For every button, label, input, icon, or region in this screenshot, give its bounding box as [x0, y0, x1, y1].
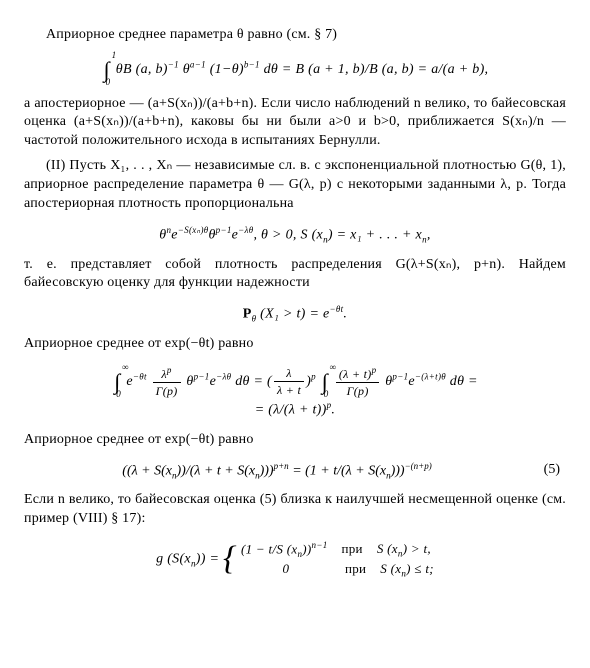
paragraph-6: Априорное среднее от exp(−θt) равно — [24, 431, 566, 450]
paragraph-1: Априорное среднее параметра θ равно (см.… — [24, 26, 566, 45]
equation-number-5: (5) — [530, 461, 566, 480]
paragraph-2: а апостериорное — (a+S(xₙ))/(a+b+n). Есл… — [24, 95, 566, 152]
paragraph-7: Если n велико, то байесовская оценка (5)… — [24, 491, 566, 529]
paragraph-4: т. е. представляет собой плотность распр… — [24, 256, 566, 294]
paragraph-3: (II) Пусть X₁, . . , Xₙ — независимые сл… — [24, 157, 566, 214]
formula-6: g (S(xn)) = { (1 − t/S (xn))n−1 при S (x… — [24, 539, 566, 580]
formula-4: ∞∫0 e−θt λpΓ(p) θp−1e−λθ dθ = (λλ + t)p … — [24, 364, 566, 421]
formula-2: θne−S(xₙ)θθp−1e−λθ, θ > 0, S (xn) = x₁ +… — [24, 224, 566, 246]
formula-5: ((λ + S(xn))/(λ + t + S(xn)))p+n = (1 + … — [24, 460, 566, 482]
paragraph-5: Априорное среднее от exp(−θt) равно — [24, 335, 566, 354]
formula-3: Pθ (X₁ > t) = e−θt. — [24, 303, 566, 325]
formula-1: 1∫0 θB (a, b)−1 θa−1 (1−θ)b−1 dθ = B (a … — [24, 55, 566, 85]
